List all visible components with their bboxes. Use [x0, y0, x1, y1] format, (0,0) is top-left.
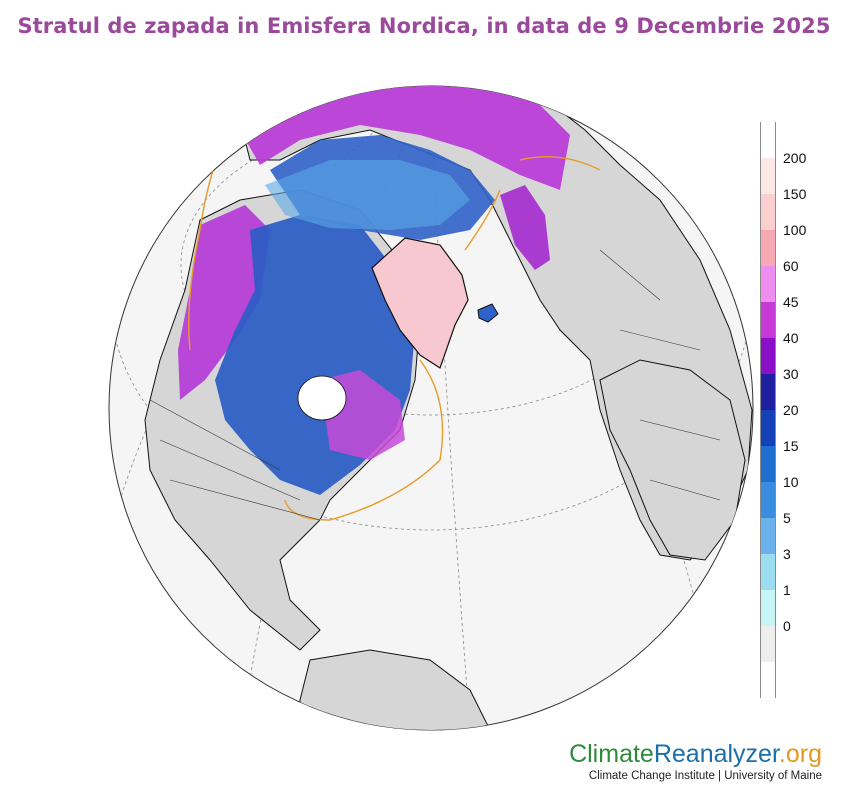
snow-north-america-magenta: [178, 205, 270, 400]
borders: [149, 249, 721, 521]
legend-swatch: [761, 122, 775, 158]
legend-label: 200: [783, 150, 807, 166]
legend-label: 100: [783, 222, 807, 238]
legend-swatch: [761, 230, 775, 266]
legend-label: 30: [783, 366, 799, 382]
snow-scandinavia: [500, 185, 550, 270]
legend-label: 15: [783, 438, 799, 454]
credit-block: ClimateReanalyzer.org Climate Change Ins…: [569, 740, 822, 782]
legend-swatch: [761, 302, 775, 338]
legend-swatch: [761, 194, 775, 230]
arctic-sea-ice: [265, 160, 470, 230]
map-title: Stratul de zapada in Emisfera Nordica, i…: [17, 14, 831, 38]
credit-brand-part3: .org: [778, 740, 822, 768]
legend-label: 0: [783, 618, 791, 634]
sea-ice-edge: [188, 104, 601, 521]
iceland: [477, 303, 499, 323]
legend-label: 1: [783, 582, 791, 598]
snow-depth-colorbar: [760, 122, 776, 698]
legend-swatch: [761, 662, 775, 698]
legend-swatch: [761, 446, 775, 482]
legend-swatch: [761, 158, 775, 194]
legend-label: 60: [783, 258, 799, 274]
legend-swatch: [761, 590, 775, 626]
legend-label: 40: [783, 330, 799, 346]
legend-label: 20: [783, 402, 799, 418]
legend-swatch: [761, 266, 775, 302]
legend-label: 10: [783, 474, 799, 490]
legend-swatch: [761, 518, 775, 554]
legend-label: 3: [783, 546, 791, 562]
legend-label: 150: [783, 186, 807, 202]
legend-swatch: [761, 554, 775, 590]
credit-subtitle: Climate Change Institute | University of…: [588, 770, 822, 782]
legend-label: 45: [783, 294, 799, 310]
greenland: [371, 237, 469, 369]
land-africa: [599, 359, 746, 561]
legend-swatch: [761, 482, 775, 518]
legend-swatch: [761, 410, 775, 446]
legend-swatch: [761, 374, 775, 410]
credit-brand-part1: Climate: [569, 740, 654, 768]
legend-swatch: [761, 338, 775, 374]
credit-brand: ClimateReanalyzer.org: [569, 740, 822, 768]
credit-brand-part2: Reanalyzer: [653, 740, 779, 768]
hudson-bay: [297, 375, 347, 421]
legend-label: 5: [783, 510, 791, 526]
legend-swatch: [761, 626, 775, 662]
